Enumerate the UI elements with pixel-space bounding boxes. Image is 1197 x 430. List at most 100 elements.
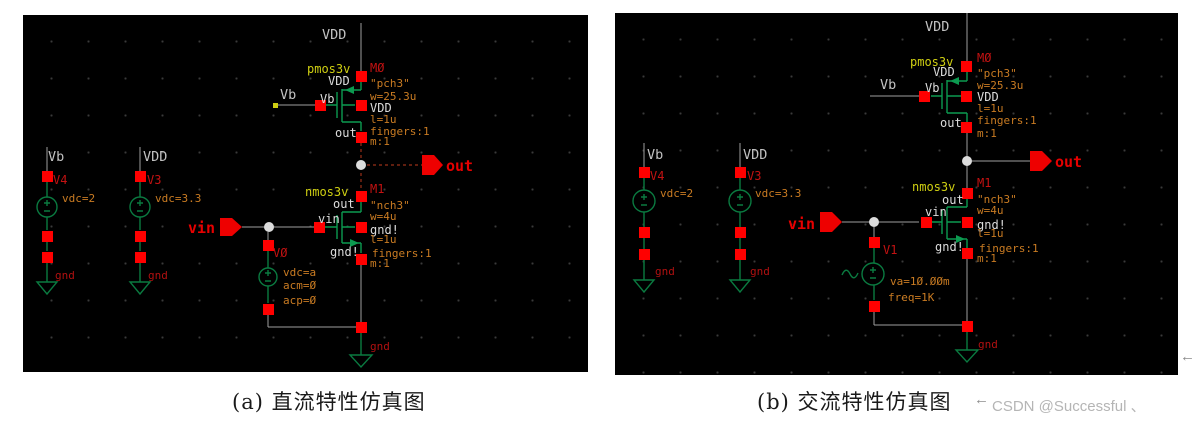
nmos-l-label: l=1u: [370, 233, 397, 246]
pmos-gate-label: Vb: [925, 81, 939, 95]
net-label-vb: Vb: [280, 87, 296, 103]
v4-net-label: Vb: [647, 147, 663, 163]
schematic-panel-ac: VDD pmos3v MØ VDD "pch3" Vb Vb w=25.3u V…: [615, 13, 1178, 375]
voltage-source-v0[interactable]: [258, 251, 278, 303]
nmos-model-label: "nch3": [977, 193, 1017, 206]
ground-symbol[interactable]: [348, 333, 374, 369]
pin-squares[interactable]: [639, 61, 973, 332]
nmos-fingers-label: fingers:1: [979, 242, 1039, 255]
csdn-watermark: CSDN @Successful 、: [992, 398, 1146, 415]
wire-net[interactable]: [643, 13, 1030, 326]
pmos-drain-label: out: [940, 116, 962, 130]
nmos-cell-label: nmos3v: [912, 180, 955, 194]
nmos-l-label: l=1u: [977, 227, 1004, 240]
out-port-label: out: [446, 157, 473, 175]
vin-port-arrow[interactable]: [820, 212, 842, 232]
pmos-bulk-label: VDD: [370, 101, 392, 115]
pmos-m-label: m:1: [977, 127, 997, 140]
wire-net[interactable]: [46, 23, 362, 328]
nmos-cell-label: nmos3v: [305, 185, 348, 199]
nmos-inst-label: M1: [370, 182, 384, 196]
voltage-source-v4[interactable]: [35, 182, 59, 296]
side-arrow-icon: ←: [1180, 348, 1195, 365]
pmos-src-label: VDD: [933, 65, 955, 79]
caption-dc: (a) 直流特性仿真图: [232, 390, 426, 414]
pmos-gate-label: Vb: [320, 92, 334, 106]
vin-port-label: vin: [788, 215, 815, 233]
v3-gnd-label: gnd: [750, 265, 770, 278]
vin-port-label: vin: [188, 219, 215, 237]
pmos-cell-label: pmos3v: [910, 55, 953, 69]
nmos-model-label: "nch3": [370, 199, 410, 212]
v0-param2: acm=Ø: [283, 279, 316, 292]
v3-param: vdc=3.3: [155, 192, 201, 205]
voltage-source-v3[interactable]: [728, 178, 752, 294]
nmos-gate-label: vin: [318, 212, 340, 226]
pmos-fingers-label: fingers:1: [370, 125, 430, 138]
node-dot-vin[interactable]: [264, 222, 274, 232]
pmos-cell-label: pmos3v: [307, 62, 350, 76]
pmos-l-label: l=1u: [977, 102, 1004, 115]
v0-param1: vdc=a: [283, 266, 316, 279]
nmos-bulk-label: gnd!: [977, 218, 1006, 232]
gate-stub-pin[interactable]: [273, 103, 278, 108]
gnd-label: gnd: [370, 340, 390, 353]
pmos-inst-label: MØ: [977, 51, 992, 65]
nmos-symbol[interactable]: [932, 199, 968, 248]
out-net-wire[interactable]: [360, 143, 422, 190]
vin-port-arrow[interactable]: [220, 218, 242, 236]
v4-param: vdc=2: [62, 192, 95, 205]
v0-inst-label: VØ: [273, 246, 288, 260]
v4-param: vdc=2: [660, 187, 693, 200]
sine-wave-icon: [841, 269, 859, 279]
out-port-arrow[interactable]: [1030, 151, 1052, 171]
pmos-inst-label: MØ: [370, 61, 385, 75]
nmos-fingers-label: fingers:1: [372, 247, 432, 260]
schematic-panel-dc: VDD pmos3v MØ VDD "pch3" Vb Vb w=25.3u V…: [23, 15, 588, 372]
voltage-source-v1[interactable]: [841, 248, 885, 300]
nmos-drain-label: out: [942, 193, 964, 207]
v3-net-label: VDD: [143, 149, 167, 165]
net-label-vdd: VDD: [322, 27, 346, 43]
pmos-src-label: VDD: [328, 74, 350, 88]
nmos-m-label: m:1: [370, 257, 390, 270]
nmos-inst-label: M1: [977, 176, 991, 190]
gnd-label: gnd: [978, 338, 998, 351]
ground-symbol[interactable]: [954, 332, 980, 364]
v1-param1: va=1Ø.ØØm: [890, 275, 950, 288]
node-dot-out[interactable]: [356, 160, 366, 170]
nmos-gate-label: vin: [925, 205, 947, 219]
voltage-source-v4[interactable]: [632, 178, 656, 294]
node-dot-out[interactable]: [962, 156, 972, 166]
voltage-source-v3[interactable]: [128, 182, 152, 296]
pmos-model-label: "pch3": [370, 77, 410, 90]
pmos-symbol[interactable]: [931, 72, 968, 122]
node-dot-vin[interactable]: [869, 217, 879, 227]
v4-gnd-label: gnd: [655, 265, 675, 278]
pmos-w-label: w=25.3u: [977, 79, 1023, 92]
net-label-vb: Vb: [880, 77, 896, 93]
pin-squares[interactable]: [42, 71, 367, 333]
v4-gnd-label: gnd: [55, 269, 75, 282]
nmos-src-label: gnd!: [935, 240, 964, 254]
v1-param2: freq=1K: [888, 291, 935, 304]
nmos-symbol[interactable]: [325, 202, 362, 253]
v0-param3: acp=Ø: [283, 294, 316, 307]
net-label-vdd: VDD: [925, 19, 949, 35]
out-port-arrow[interactable]: [422, 155, 443, 175]
pmos-fingers-label: fingers:1: [977, 114, 1037, 127]
cursor-arrow-icon: ←: [974, 391, 989, 408]
pmos-bulk-label: VDD: [977, 90, 999, 104]
v1-inst-label: V1: [883, 243, 897, 257]
nmos-src-label: gnd!: [330, 245, 359, 259]
v3-gnd-label: gnd: [148, 269, 168, 282]
v3-inst-label: V3: [147, 173, 161, 187]
v4-net-label: Vb: [48, 149, 64, 165]
nmos-bulk-label: gnd!: [370, 223, 399, 237]
nmos-w-label: w=4u: [977, 204, 1004, 217]
v3-net-label: VDD: [743, 147, 767, 163]
pmos-symbol[interactable]: [326, 82, 362, 131]
pmos-m-label: m:1: [370, 135, 390, 148]
pmos-model-label: "pch3": [977, 67, 1017, 80]
v4-inst-label: V4: [650, 169, 664, 183]
